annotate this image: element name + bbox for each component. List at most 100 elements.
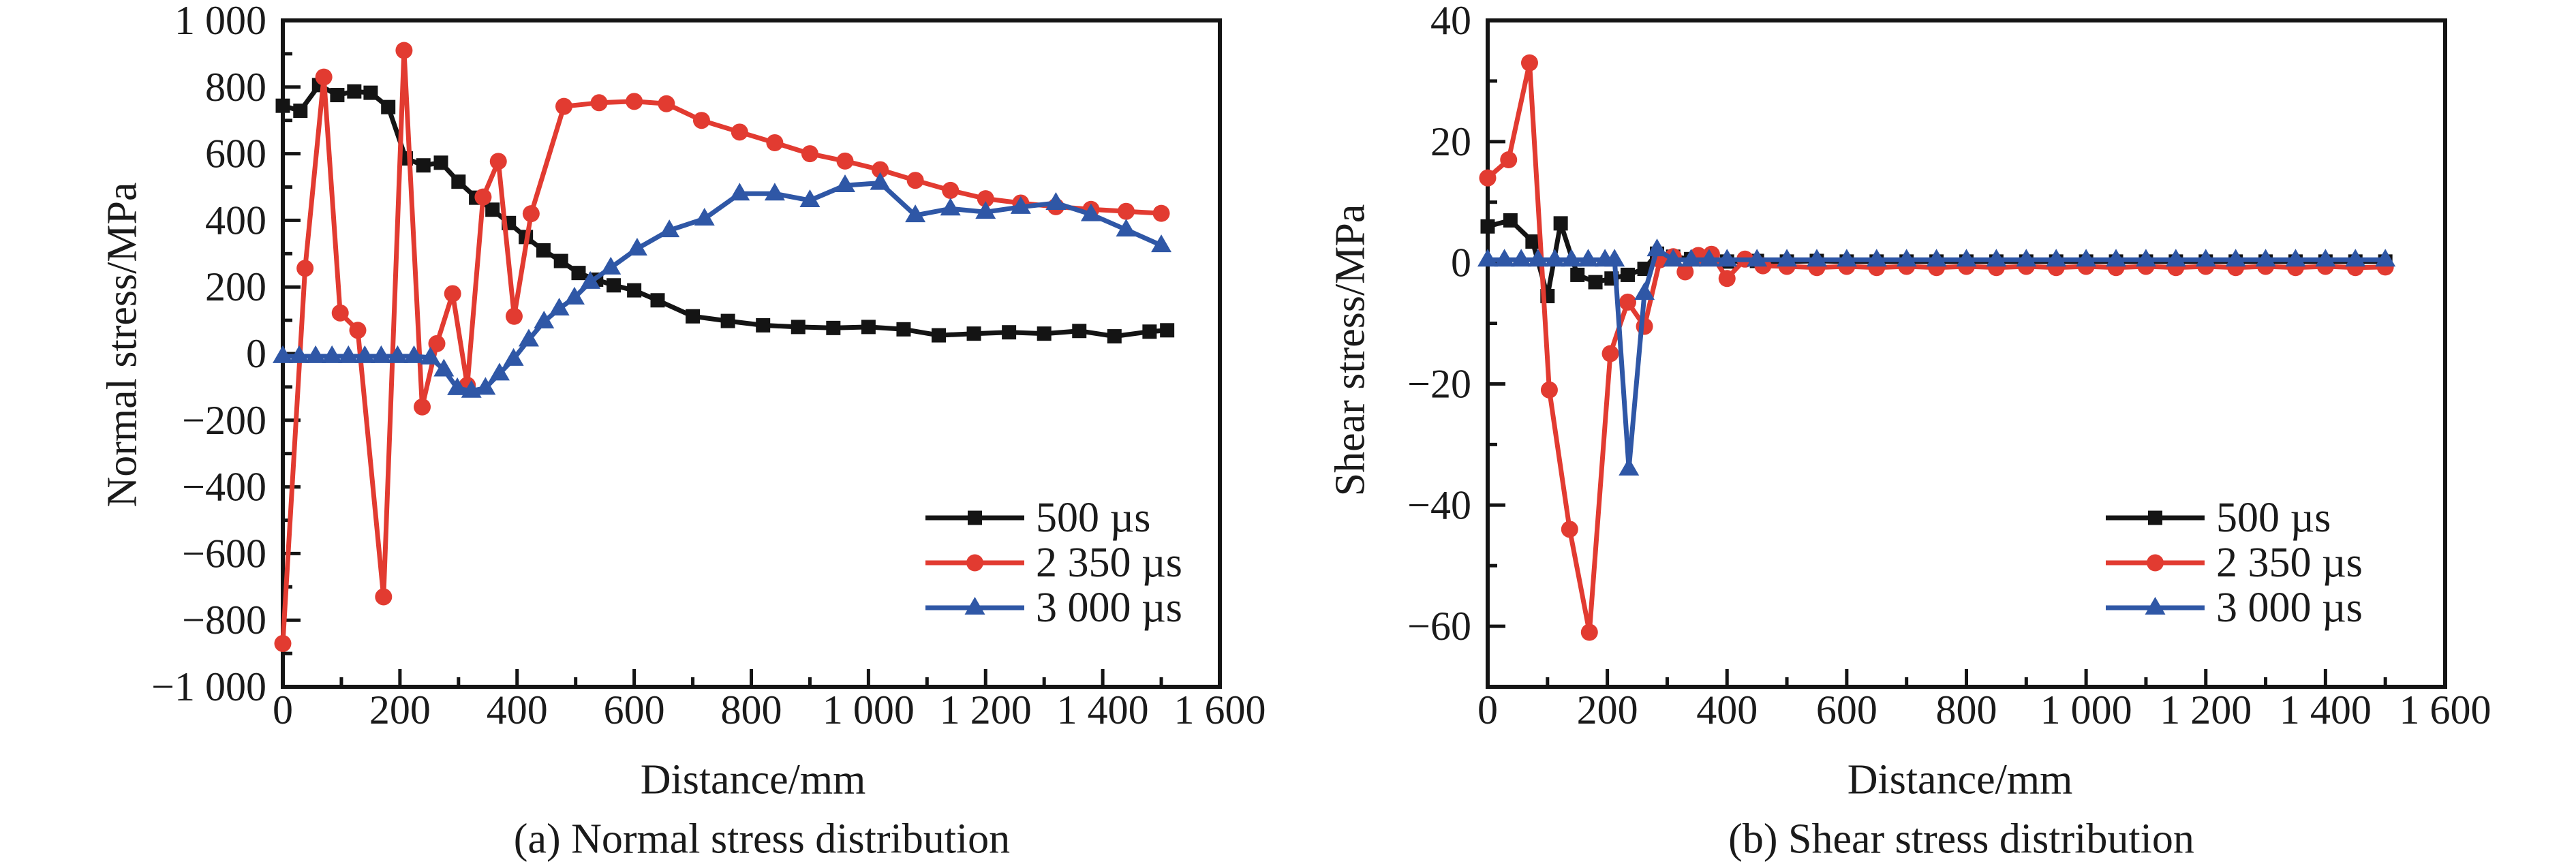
series-line xyxy=(1485,247,2388,471)
series-marker xyxy=(870,172,891,190)
series-marker xyxy=(1717,249,1738,267)
series-marker xyxy=(1080,203,1101,221)
series-marker xyxy=(420,346,441,365)
series-marker xyxy=(764,183,785,201)
series-marker xyxy=(1037,326,1052,341)
series-marker xyxy=(274,634,292,652)
series-marker xyxy=(590,94,608,112)
x-tick-label: 400 xyxy=(487,687,548,732)
series-marker xyxy=(1525,234,1540,249)
series-marker xyxy=(305,345,326,363)
series-marker xyxy=(433,155,448,170)
series-marker xyxy=(729,183,750,201)
series-marker xyxy=(686,309,701,324)
series-marker xyxy=(489,362,510,381)
series-marker xyxy=(296,260,314,277)
series-marker xyxy=(403,345,425,363)
y-tick-label: 800 xyxy=(205,65,266,110)
series-marker xyxy=(1926,249,1947,267)
series-marker xyxy=(692,112,710,129)
series-marker xyxy=(1045,191,1067,210)
series-marker xyxy=(564,286,585,305)
series-marker xyxy=(659,219,680,238)
series-marker xyxy=(347,84,362,99)
x-tick-label: 1 400 xyxy=(2280,687,2372,732)
x-tick-label: 600 xyxy=(1816,687,1877,732)
series-marker xyxy=(1151,234,1172,253)
series-marker xyxy=(799,189,821,208)
series-marker xyxy=(861,320,876,335)
series-marker xyxy=(505,307,523,325)
y-tick-label: −40 xyxy=(1407,482,1471,527)
series-marker xyxy=(1588,275,1603,290)
series-marker xyxy=(2375,249,2396,267)
series-marker xyxy=(2106,249,2127,267)
x-tick-label: 1 400 xyxy=(1057,687,1149,732)
y-axis-title-b: Shear stress/MPa xyxy=(1327,204,1374,497)
series-marker xyxy=(1480,219,1495,234)
series-marker xyxy=(1116,219,1137,237)
series-marker xyxy=(2135,249,2156,267)
series-marker xyxy=(626,93,643,110)
series-marker xyxy=(1142,324,1157,339)
y-tick-label: 600 xyxy=(205,132,266,176)
legend-label: 3 000 µs xyxy=(2216,585,2363,631)
legend-marker xyxy=(964,597,985,615)
x-tick-label: 1 200 xyxy=(2160,687,2252,732)
series-marker xyxy=(626,237,647,256)
series-marker xyxy=(2016,249,2037,267)
legend: 500 µs2 350 µs3 000 µs xyxy=(2106,495,2363,631)
series-marker xyxy=(2225,249,2246,267)
legend-marker xyxy=(2148,510,2162,525)
legend: 500 µs2 350 µs3 000 µs xyxy=(925,495,1182,631)
series-marker xyxy=(1896,249,1917,267)
legend-label: 2 350 µs xyxy=(2216,540,2363,586)
y-tick-label: −20 xyxy=(1407,361,1471,406)
x-tick-label: 0 xyxy=(273,687,293,732)
series-marker xyxy=(536,243,551,258)
series-marker xyxy=(694,207,715,226)
y-tick-label: 0 xyxy=(1451,241,1471,285)
series-marker xyxy=(932,328,946,343)
series-marker xyxy=(731,123,748,141)
series-marker xyxy=(2345,249,2366,267)
series-marker xyxy=(836,152,854,170)
series-marker xyxy=(1010,196,1031,214)
x-tick-label: 0 xyxy=(1477,687,1498,732)
series-marker xyxy=(2076,249,2097,267)
series-marker xyxy=(2285,249,2306,267)
series-marker xyxy=(1956,249,1977,267)
y-tick-label: −600 xyxy=(182,531,266,576)
series-marker xyxy=(371,345,392,363)
series-marker xyxy=(2195,249,2216,267)
series-marker xyxy=(447,377,468,395)
legend-marker xyxy=(966,554,983,572)
series-marker xyxy=(2255,249,2276,267)
series-marker xyxy=(720,313,735,328)
series-marker xyxy=(1604,249,1625,267)
series-marker xyxy=(1107,329,1122,344)
panel-b: 0 200 400 600 800 1 000 1 200 1 400 1 60040200−2… xyxy=(1407,0,2491,732)
series-marker xyxy=(650,293,665,308)
series-marker xyxy=(416,158,431,173)
caption-b: (b) Shear stress distribution xyxy=(1728,816,2194,863)
legend-label: 500 µs xyxy=(1036,495,1150,541)
x-tick-label: 800 xyxy=(1936,687,1997,732)
series-marker xyxy=(1698,249,1719,267)
series-marker xyxy=(2046,249,2067,267)
series-marker xyxy=(1160,323,1175,338)
series-marker xyxy=(1806,249,1827,267)
series-marker xyxy=(555,97,572,115)
series-marker xyxy=(2315,249,2336,267)
series-marker xyxy=(1553,216,1568,231)
series-marker xyxy=(1520,54,1538,72)
caption-a: (a) Normal stress distribution xyxy=(513,816,1011,863)
series-marker xyxy=(322,345,343,363)
series-marker xyxy=(1718,270,1736,288)
y-tick-label: 40 xyxy=(1430,0,1471,43)
panel-a: 0 200 400 600 800 1 000 1 200 1 400 1 600 1 000 80… xyxy=(151,0,1266,732)
y-axis-title-a: Normal stress/MPa xyxy=(99,182,146,508)
series-marker xyxy=(1580,623,1598,641)
series-marker xyxy=(1002,325,1017,340)
